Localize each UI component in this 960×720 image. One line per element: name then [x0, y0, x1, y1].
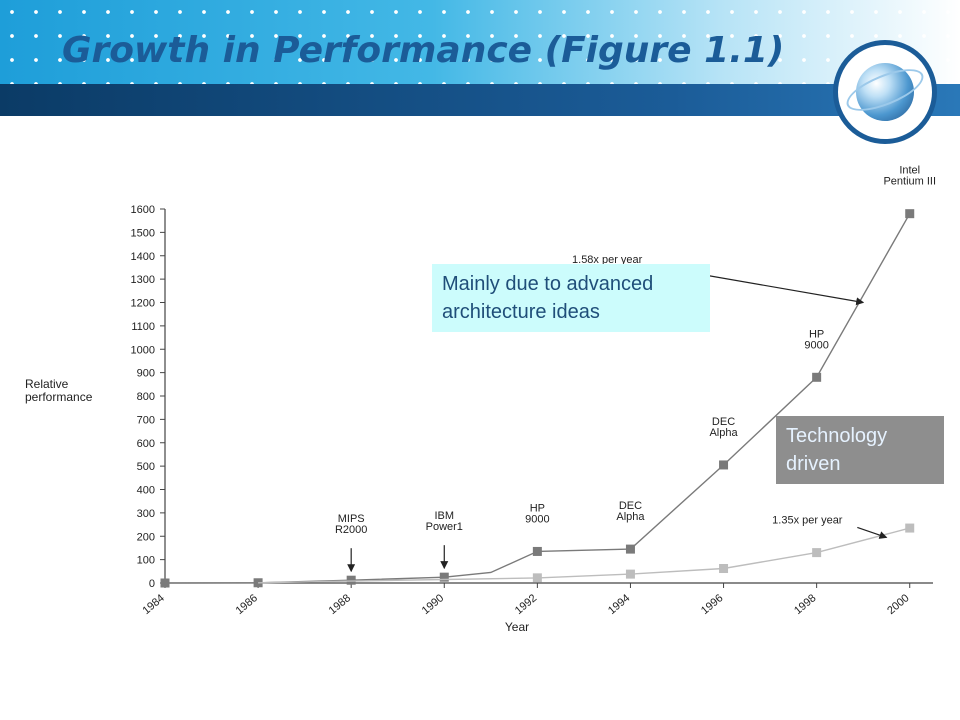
y-tick-label: 1000 — [131, 344, 155, 356]
x-tick-label: 1986 — [234, 592, 260, 617]
y-tick-label: 1500 — [131, 227, 155, 239]
y-tick-label: 800 — [137, 391, 155, 403]
point-label: DEC Alpha — [709, 416, 738, 439]
x-axis-label: Year — [505, 620, 529, 634]
y-tick-label: 1600 — [131, 204, 155, 216]
point-label: DEC Alpha — [616, 500, 645, 523]
x-tick-label: 2000 — [885, 592, 911, 617]
y-tick-label: 1300 — [131, 274, 155, 286]
x-tick-label: 1998 — [792, 592, 818, 617]
y-tick-label: 300 — [137, 508, 155, 520]
x-tick-label: 1996 — [699, 592, 725, 617]
point-label: HP 9000 — [804, 328, 828, 351]
x-tick-label: 1984 — [140, 592, 166, 617]
globe-icon — [856, 63, 914, 121]
y-tick-label: 400 — [137, 485, 155, 497]
y-tick-label: 900 — [137, 368, 155, 380]
annotation-arrow — [857, 526, 888, 539]
y-tick-label: 1100 — [131, 321, 155, 333]
data-point-marker — [719, 564, 729, 574]
data-point-marker — [812, 548, 822, 558]
data-point-marker — [439, 572, 449, 582]
header-bar — [0, 84, 960, 116]
header-band — [0, 0, 960, 84]
technology-callout: Technology driven — [776, 416, 944, 484]
x-tick-label: 1988 — [327, 592, 353, 617]
slide-title: Growth in Performance (Figure 1.1) — [62, 30, 785, 71]
x-tick-label: 1992 — [513, 592, 539, 617]
data-point-marker — [905, 523, 915, 533]
x-tick-label: 1990 — [420, 592, 446, 617]
y-tick-label: 600 — [137, 438, 155, 450]
y-tick-label: 700 — [137, 414, 155, 426]
y-tick-label: 200 — [137, 531, 155, 543]
data-point-marker — [346, 575, 356, 585]
globe-logo — [833, 40, 937, 144]
x-tick-label: 1994 — [606, 592, 632, 617]
data-point-marker — [532, 546, 542, 556]
data-point-marker — [160, 578, 170, 588]
y-tick-label: 1200 — [131, 298, 155, 310]
data-point-marker — [625, 544, 635, 554]
series-line — [258, 527, 910, 584]
growth-rate-annotation: 1.35x per year — [772, 514, 843, 526]
y-tick-label: 100 — [137, 555, 155, 567]
architecture-callout: Mainly due to advanced architecture idea… — [432, 264, 710, 332]
y-tick-label: 1400 — [131, 251, 155, 263]
growth-rate-annotation: 1.58x per year — [572, 254, 643, 266]
y-tick-label: 500 — [137, 461, 155, 473]
point-label: MIPS R2000 — [335, 513, 367, 536]
data-point-marker — [532, 573, 542, 583]
data-point-marker — [719, 460, 729, 470]
point-label: Intel Pentium III — [883, 165, 936, 188]
point-label: HP 9000 — [525, 502, 549, 525]
y-axis-label: Relative performance — [25, 377, 93, 404]
data-point-marker — [905, 209, 915, 219]
data-point-marker — [812, 372, 822, 382]
data-point-marker — [253, 578, 263, 588]
point-label: IBM Power1 — [426, 510, 463, 533]
data-point-marker — [625, 569, 635, 579]
y-tick-label: 0 — [149, 578, 155, 590]
